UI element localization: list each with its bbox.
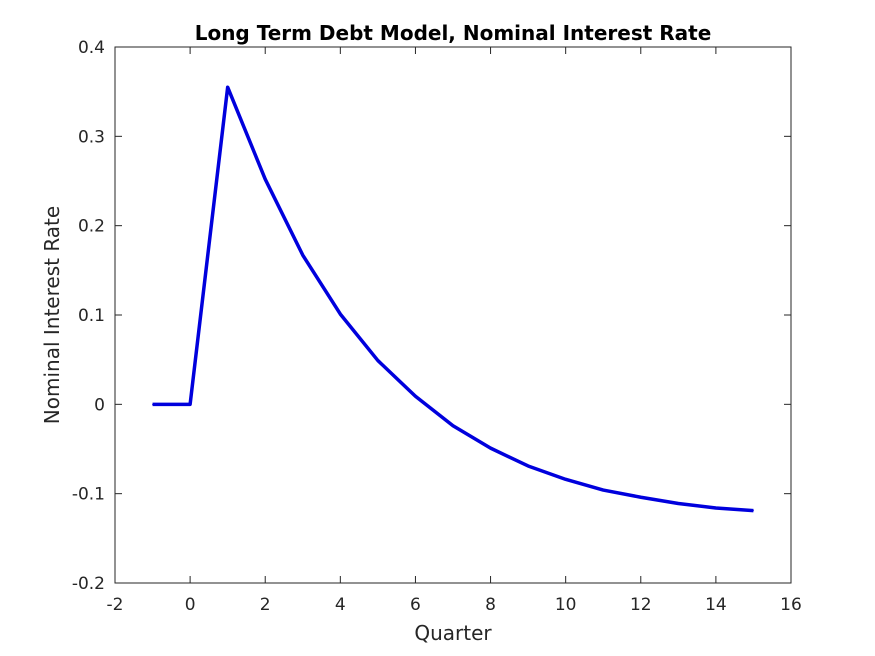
data-point xyxy=(715,507,717,509)
x-tick-label: 8 xyxy=(485,595,496,615)
x-axis-label: Quarter xyxy=(414,621,492,645)
x-tick-label: 14 xyxy=(705,595,727,615)
plot-area xyxy=(114,46,792,584)
y-tick-label: -0.1 xyxy=(72,485,105,505)
data-point xyxy=(189,403,191,405)
data-point xyxy=(640,496,642,498)
x-tick-label: 2 xyxy=(260,595,271,615)
data-point xyxy=(339,313,341,315)
y-tick-label: 0.2 xyxy=(78,217,105,237)
series-group xyxy=(152,85,754,513)
data-point xyxy=(677,502,679,504)
y-tick-label: 0 xyxy=(94,395,105,415)
x-tick-label: 6 xyxy=(410,595,421,615)
x-tick-label: -2 xyxy=(107,595,124,615)
y-axis-ticks: -0.2 -0.1 0 0.1 0.2 0.3 0.4 xyxy=(72,38,791,594)
data-point xyxy=(227,86,229,88)
x-tick-label: 16 xyxy=(780,595,802,615)
y-tick-label: -0.2 xyxy=(72,574,105,594)
data-point xyxy=(152,403,154,405)
chart-title: Long Term Debt Model, Nominal Interest R… xyxy=(195,21,712,45)
data-point xyxy=(302,254,304,256)
y-tick-label: 0.4 xyxy=(78,38,105,58)
y-tick-label: 0.3 xyxy=(78,127,105,147)
data-point xyxy=(565,478,567,480)
data-point xyxy=(490,447,492,449)
x-tick-label: 12 xyxy=(630,595,652,615)
data-point xyxy=(752,510,754,512)
x-tick-label: 10 xyxy=(555,595,577,615)
y-axis-label: Nominal Interest Rate xyxy=(40,206,64,424)
x-tick-label: 4 xyxy=(335,595,346,615)
data-point xyxy=(452,425,454,427)
data-point xyxy=(527,465,529,467)
data-point xyxy=(264,178,266,180)
x-axis-ticks: -2 0 2 4 6 8 10 12 14 16 xyxy=(107,47,802,615)
x-tick-label: 0 xyxy=(185,595,196,615)
data-point xyxy=(414,395,416,397)
y-tick-label: 0.1 xyxy=(78,306,105,326)
data-point xyxy=(602,489,604,491)
data-point xyxy=(377,360,379,362)
